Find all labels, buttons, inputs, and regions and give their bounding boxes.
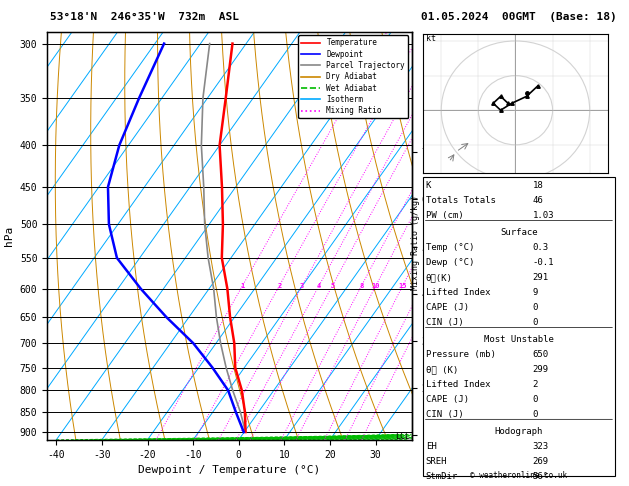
Text: 291: 291 (533, 273, 549, 282)
Text: Most Unstable: Most Unstable (484, 335, 554, 344)
Text: PW (cm): PW (cm) (426, 211, 464, 221)
Text: 1.03: 1.03 (533, 211, 554, 221)
Y-axis label: hPa: hPa (4, 226, 14, 246)
Text: 01.05.2024  00GMT  (Base: 18): 01.05.2024 00GMT (Base: 18) (421, 12, 617, 22)
Text: kt: kt (426, 34, 437, 43)
Text: CIN (J): CIN (J) (426, 410, 464, 419)
Text: 269: 269 (533, 457, 549, 466)
Text: 0: 0 (533, 410, 538, 419)
Text: © weatheronline.co.uk: © weatheronline.co.uk (470, 471, 567, 480)
Text: Dewp (°C): Dewp (°C) (426, 258, 474, 267)
Text: 5: 5 (330, 283, 335, 289)
Text: 0: 0 (533, 318, 538, 328)
Text: 0.3: 0.3 (533, 243, 549, 252)
Text: 56°: 56° (533, 472, 549, 481)
Text: 299: 299 (533, 365, 549, 374)
Text: 53°18'N  246°35'W  732m  ASL: 53°18'N 246°35'W 732m ASL (50, 12, 239, 22)
Text: 2: 2 (277, 283, 281, 289)
Text: θᴄ (K): θᴄ (K) (426, 365, 458, 374)
Text: 323: 323 (533, 442, 549, 451)
Text: Totals Totals: Totals Totals (426, 196, 496, 206)
Text: Mixing Ratio (g/kg): Mixing Ratio (g/kg) (411, 195, 420, 291)
Text: EH: EH (426, 442, 437, 451)
Text: Lifted Index: Lifted Index (426, 288, 491, 297)
Text: 0: 0 (533, 303, 538, 312)
Y-axis label: km
ASL: km ASL (429, 227, 450, 244)
Text: 10: 10 (372, 283, 380, 289)
Text: 15: 15 (398, 283, 407, 289)
Text: LCL: LCL (395, 432, 409, 440)
Text: 2: 2 (533, 380, 538, 389)
Text: Hodograph: Hodograph (495, 427, 543, 436)
Text: Temp (°C): Temp (°C) (426, 243, 474, 252)
Text: Lifted Index: Lifted Index (426, 380, 491, 389)
Text: θᴄ(K): θᴄ(K) (426, 273, 453, 282)
Legend: Temperature, Dewpoint, Parcel Trajectory, Dry Adiabat, Wet Adiabat, Isotherm, Mi: Temperature, Dewpoint, Parcel Trajectory… (298, 35, 408, 118)
Text: K: K (426, 181, 431, 191)
Text: 1: 1 (240, 283, 245, 289)
Text: 4: 4 (317, 283, 321, 289)
Text: SREH: SREH (426, 457, 447, 466)
Text: 18: 18 (533, 181, 543, 191)
Text: CIN (J): CIN (J) (426, 318, 464, 328)
Text: CAPE (J): CAPE (J) (426, 395, 469, 404)
Text: Surface: Surface (500, 228, 538, 237)
Text: 8: 8 (359, 283, 364, 289)
Text: 3: 3 (300, 283, 304, 289)
Text: StmDir: StmDir (426, 472, 458, 481)
Text: 0: 0 (533, 395, 538, 404)
Text: 46: 46 (533, 196, 543, 206)
Text: -0.1: -0.1 (533, 258, 554, 267)
Text: CAPE (J): CAPE (J) (426, 303, 469, 312)
Text: 9: 9 (533, 288, 538, 297)
Text: Pressure (mb): Pressure (mb) (426, 350, 496, 359)
X-axis label: Dewpoint / Temperature (°C): Dewpoint / Temperature (°C) (138, 465, 321, 475)
Text: 650: 650 (533, 350, 549, 359)
